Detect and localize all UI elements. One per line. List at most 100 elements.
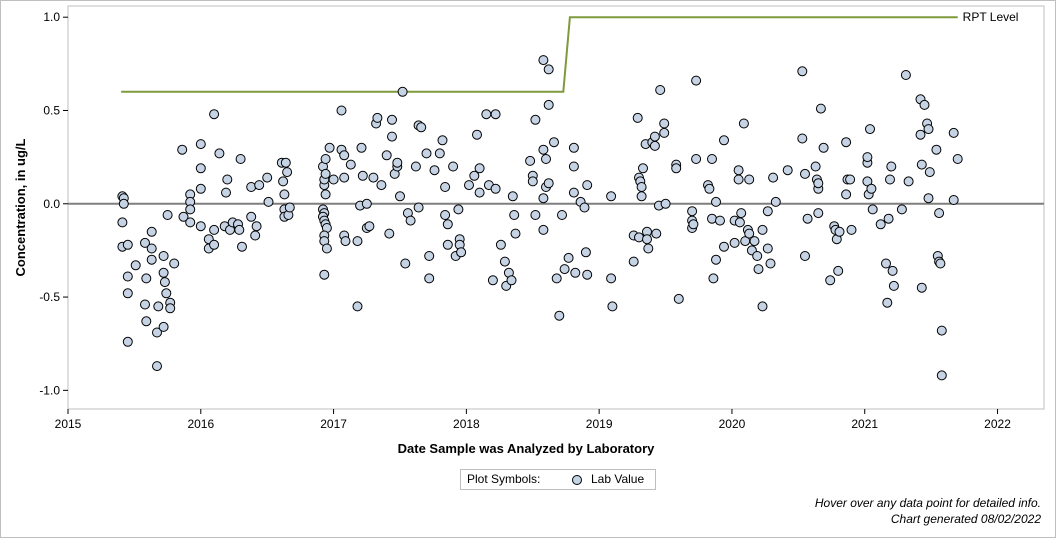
- data-point[interactable]: [765, 258, 776, 269]
- data-point[interactable]: [923, 124, 934, 135]
- data-point[interactable]: [568, 161, 579, 172]
- data-point[interactable]: [711, 254, 721, 265]
- data-point[interactable]: [800, 168, 810, 179]
- data-point[interactable]: [364, 221, 375, 232]
- data-point[interactable]: [440, 182, 451, 192]
- data-point[interactable]: [195, 139, 206, 150]
- data-point[interactable]: [442, 219, 453, 230]
- data-point[interactable]: [222, 174, 233, 185]
- data-point[interactable]: [345, 159, 356, 170]
- data-point[interactable]: [356, 142, 367, 153]
- data-point[interactable]: [146, 243, 157, 254]
- data-point[interactable]: [541, 154, 551, 164]
- data-point[interactable]: [152, 327, 162, 338]
- data-point[interactable]: [538, 144, 549, 155]
- data-point[interactable]: [867, 204, 878, 215]
- data-point[interactable]: [738, 118, 749, 129]
- data-point[interactable]: [815, 103, 826, 114]
- data-point[interactable]: [673, 293, 684, 304]
- data-point[interactable]: [924, 167, 935, 178]
- data-point[interactable]: [538, 193, 549, 204]
- data-point[interactable]: [251, 221, 262, 232]
- data-point[interactable]: [434, 148, 445, 159]
- data-point[interactable]: [490, 183, 501, 194]
- data-point[interactable]: [543, 178, 554, 189]
- data-point[interactable]: [862, 152, 873, 163]
- data-point[interactable]: [582, 180, 593, 191]
- data-point[interactable]: [161, 288, 172, 299]
- data-point[interactable]: [934, 208, 945, 219]
- data-point[interactable]: [424, 251, 435, 261]
- data-point[interactable]: [659, 118, 670, 129]
- data-point[interactable]: [935, 258, 946, 269]
- data-point[interactable]: [915, 129, 926, 140]
- data-point[interactable]: [865, 124, 875, 135]
- data-point[interactable]: [282, 167, 293, 178]
- data-point[interactable]: [568, 187, 579, 198]
- data-point[interactable]: [130, 260, 141, 271]
- data-point[interactable]: [456, 247, 467, 258]
- data-point[interactable]: [429, 165, 440, 176]
- data-point[interactable]: [733, 174, 744, 185]
- data-point[interactable]: [896, 204, 907, 215]
- data-point[interactable]: [246, 211, 257, 222]
- data-point[interactable]: [159, 277, 170, 288]
- data-point[interactable]: [882, 297, 893, 308]
- data-point[interactable]: [234, 224, 245, 235]
- data-point[interactable]: [384, 228, 395, 239]
- data-point[interactable]: [845, 174, 856, 185]
- data-point[interactable]: [122, 336, 133, 347]
- data-point[interactable]: [141, 273, 152, 284]
- data-point[interactable]: [146, 226, 157, 237]
- data-point[interactable]: [122, 288, 133, 299]
- data-point[interactable]: [770, 196, 781, 207]
- data-point[interactable]: [810, 161, 821, 172]
- data-point[interactable]: [579, 202, 590, 213]
- data-point[interactable]: [237, 241, 247, 252]
- data-point[interactable]: [948, 127, 959, 138]
- data-point[interactable]: [140, 299, 150, 310]
- data-point[interactable]: [320, 168, 331, 179]
- data-point[interactable]: [357, 170, 368, 181]
- data-point[interactable]: [707, 154, 717, 164]
- data-point[interactable]: [195, 183, 206, 194]
- data-point[interactable]: [118, 198, 129, 209]
- data-point[interactable]: [883, 213, 894, 224]
- data-point[interactable]: [606, 191, 617, 202]
- data-point[interactable]: [507, 191, 518, 202]
- data-point[interactable]: [336, 105, 347, 116]
- data-point[interactable]: [903, 176, 914, 187]
- data-point[interactable]: [557, 210, 567, 220]
- data-point[interactable]: [715, 215, 725, 226]
- data-point[interactable]: [559, 264, 570, 275]
- data-point[interactable]: [158, 267, 169, 278]
- data-point[interactable]: [671, 163, 682, 174]
- data-point[interactable]: [543, 64, 554, 75]
- data-point[interactable]: [165, 303, 176, 314]
- data-point[interactable]: [762, 243, 773, 254]
- data-point[interactable]: [744, 228, 755, 239]
- data-point[interactable]: [707, 213, 717, 224]
- data-point[interactable]: [221, 187, 231, 198]
- data-point[interactable]: [235, 154, 246, 164]
- data-point[interactable]: [464, 180, 474, 191]
- data-point[interactable]: [185, 204, 196, 215]
- data-point[interactable]: [262, 172, 273, 183]
- data-point[interactable]: [628, 256, 639, 267]
- data-point[interactable]: [152, 361, 162, 372]
- data-point[interactable]: [813, 208, 824, 219]
- data-point[interactable]: [691, 154, 702, 164]
- data-point[interactable]: [691, 75, 702, 86]
- data-point[interactable]: [734, 217, 745, 228]
- data-point[interactable]: [284, 202, 295, 213]
- data-point[interactable]: [117, 217, 128, 228]
- data-point[interactable]: [538, 224, 549, 235]
- data-point[interactable]: [368, 172, 379, 183]
- data-point[interactable]: [651, 228, 662, 239]
- data-point[interactable]: [185, 217, 196, 228]
- data-point[interactable]: [321, 243, 332, 254]
- data-point[interactable]: [768, 172, 779, 183]
- data-point[interactable]: [509, 210, 520, 220]
- data-point[interactable]: [607, 301, 618, 312]
- data-point[interactable]: [437, 135, 448, 146]
